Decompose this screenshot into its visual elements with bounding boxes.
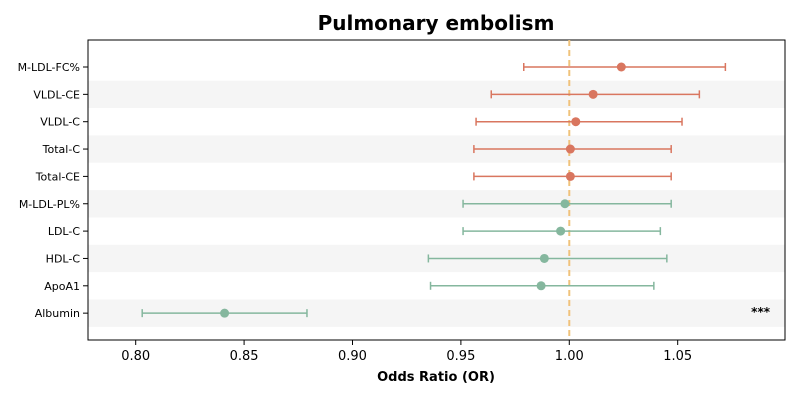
or-point	[556, 226, 566, 236]
chart-title: Pulmonary embolism	[318, 11, 555, 35]
or-point	[536, 281, 546, 291]
or-point	[220, 308, 230, 318]
x-axis: 0.80 0.85 0.90 0.95 1.00 1.05	[121, 340, 692, 364]
y-tick-label: Total-C	[42, 143, 81, 156]
y-tick-label: HDL-C	[46, 252, 81, 265]
or-point	[588, 89, 598, 99]
row-shading-group	[88, 80, 785, 327]
row-shade	[88, 135, 785, 163]
y-tick-label: M-LDL-FC%	[18, 61, 80, 74]
x-tick-label: 1.05	[663, 349, 692, 364]
or-point	[565, 144, 575, 154]
or-point	[616, 62, 626, 72]
or-point	[560, 199, 570, 209]
x-tick-label: 0.80	[121, 349, 150, 364]
y-tick-label: Total-CE	[35, 170, 80, 183]
x-axis-label: Odds Ratio (OR)	[377, 370, 495, 385]
x-tick-label: 0.95	[446, 349, 475, 364]
or-point	[565, 171, 575, 181]
significance-annotation: ***	[751, 305, 771, 319]
row-shade	[88, 190, 785, 218]
y-tick-label: ApoA1	[44, 280, 80, 293]
y-tick-label: LDL-C	[48, 225, 81, 238]
plot-frame	[87, 39, 786, 341]
y-tick-label: VLDL-CE	[33, 88, 80, 101]
y-tick-label: VLDL-C	[40, 116, 80, 129]
y-axis: M-LDL-FC% VLDL-CE VLDL-C Total-C Total-CE M-L…	[18, 61, 88, 320]
x-tick-label: 1.00	[555, 349, 584, 364]
x-tick-label: 0.90	[338, 349, 367, 364]
y-tick-label: M-LDL-PL%	[19, 198, 80, 211]
x-tick-label: 0.85	[230, 349, 259, 364]
marks-group: ***	[141, 62, 771, 319]
or-point	[539, 253, 549, 263]
y-tick-label: Albumin	[35, 307, 80, 320]
or-point	[571, 117, 581, 127]
